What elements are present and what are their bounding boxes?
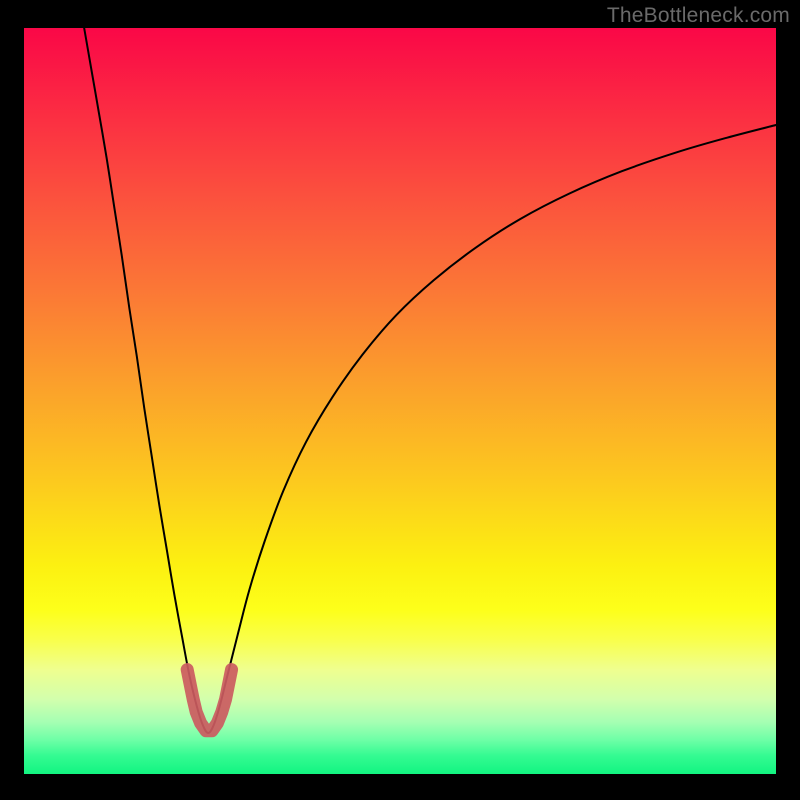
chart-gradient-bg (24, 28, 776, 774)
bottleneck-chart: TheBottleneck.com (0, 0, 800, 800)
watermark-label: TheBottleneck.com (607, 4, 790, 28)
chart-canvas (0, 0, 800, 800)
